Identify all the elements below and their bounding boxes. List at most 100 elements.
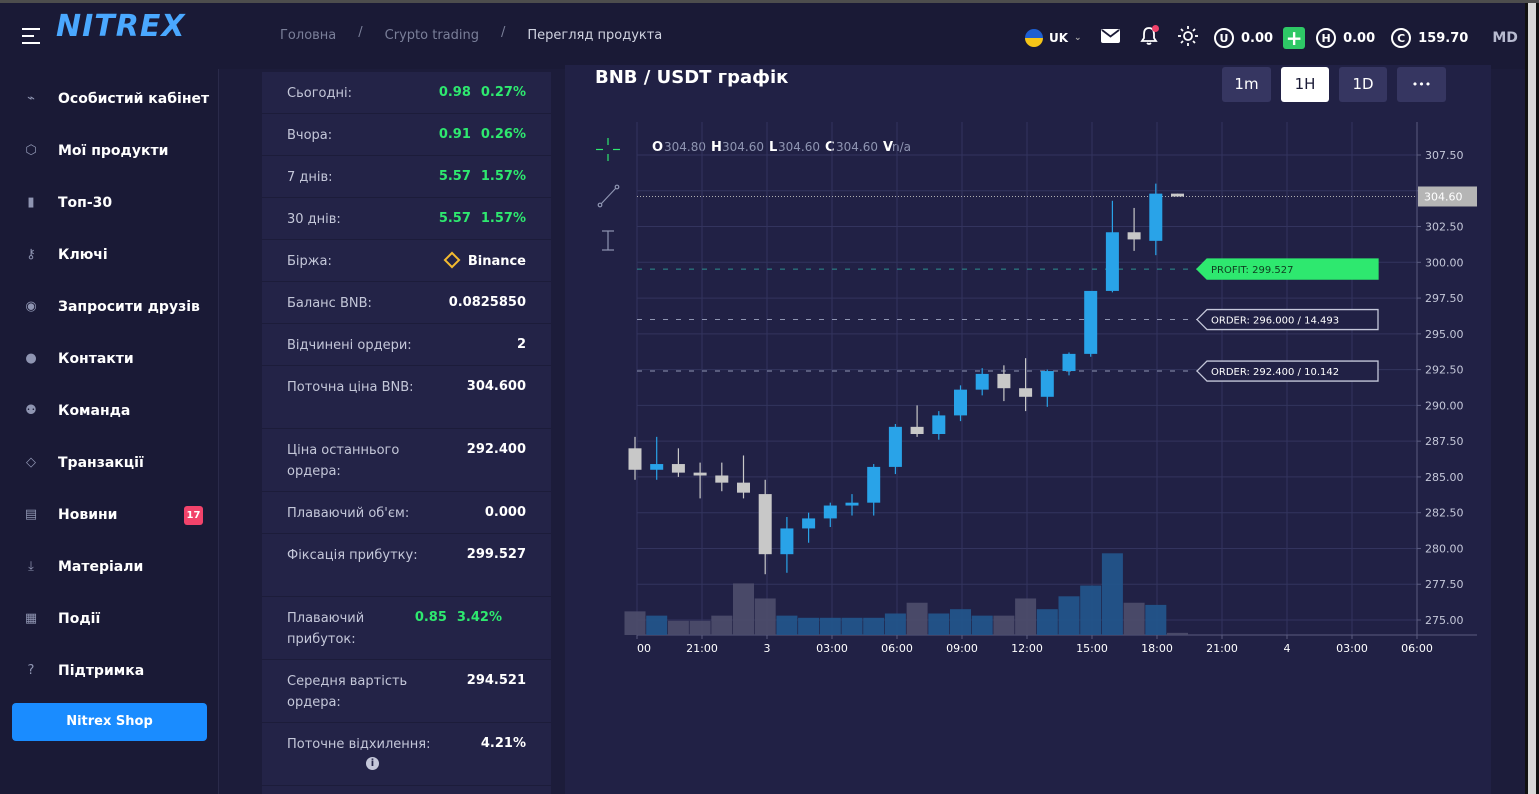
help-icon: ? xyxy=(27,663,35,678)
volume-bar xyxy=(1058,596,1080,635)
sidebar: ⌁ Особистий кабінет ⬡ Мої продукти ▮ Топ-30 ⚷ К… xyxy=(0,69,219,794)
ohlc-key: H xyxy=(711,140,722,155)
sidebar-item-5[interactable]: ● Контакти xyxy=(0,344,219,374)
mail-icon[interactable] xyxy=(1101,29,1121,47)
stat-value-pair: 0.85 3.42% xyxy=(415,610,502,625)
theme-sun-icon[interactable] xyxy=(1178,26,1200,50)
u-balance-value: 0.00 xyxy=(1241,30,1274,46)
window-top-line xyxy=(0,0,1539,3)
stat-value-pct: 1.57% xyxy=(480,211,526,226)
crosshair-tool-icon[interactable] xyxy=(596,138,620,161)
volume-bar xyxy=(646,615,668,635)
candle-body xyxy=(1040,371,1054,397)
y-tick-label: 287.50 xyxy=(1425,435,1464,448)
menu-icon[interactable] xyxy=(22,28,40,44)
stat-label: 30 днів: xyxy=(287,212,341,227)
chevron-down-icon: ⌄ xyxy=(1074,33,1082,43)
stat-row: Фіксація прибутку: 299.527 xyxy=(262,534,551,597)
sidebar-item-7[interactable]: ◇ Транзакції xyxy=(0,448,219,478)
volume-bar xyxy=(884,613,906,635)
breadcrumb-home[interactable]: Головна xyxy=(280,28,337,43)
stat-value-pct: 0.27% xyxy=(480,85,526,100)
nitrex-shop-button[interactable]: Nitrex Shop xyxy=(12,703,207,741)
ohlc-key: C xyxy=(825,140,835,155)
trend-line-tool-icon[interactable] xyxy=(597,184,620,208)
stat-label: Біржа: xyxy=(287,254,332,269)
sidebar-item-9[interactable]: ⤓ Матеріали xyxy=(0,552,219,582)
volume-bar xyxy=(819,617,841,635)
stat-value-pair: 0.98 0.27% xyxy=(439,85,526,100)
x-tick-label: 4 xyxy=(1284,642,1291,655)
order-label-box xyxy=(1196,360,1379,382)
stat-value-abs: 0.91 xyxy=(438,127,471,142)
volume-bar xyxy=(1123,602,1145,635)
user-initials[interactable]: MD xyxy=(1492,30,1518,46)
ukraine-flag-icon xyxy=(1025,29,1043,47)
stat-row: Сьогодні: 0.98 0.27% xyxy=(262,72,551,114)
ohlc-value: n/a xyxy=(892,140,911,154)
bell-icon[interactable] xyxy=(1140,25,1160,50)
y-tick-label: 290.00 xyxy=(1425,399,1464,412)
stat-row: Біржа: Binance xyxy=(262,240,551,282)
sidebar-item-10[interactable]: ▦ Події xyxy=(0,604,219,634)
stat-row: 30 днів: 5.57 1.57% xyxy=(262,198,551,240)
timeframe-1m[interactable]: 1m xyxy=(1222,67,1271,102)
sidebar-item-11[interactable]: ? Підтримка xyxy=(0,656,219,686)
sidebar-item-2[interactable]: ▮ Топ-30 xyxy=(0,188,219,218)
stat-value: 4.21% xyxy=(480,736,526,751)
stat-value: 294.521 xyxy=(466,673,526,688)
measure-tool-icon[interactable] xyxy=(602,230,614,251)
candlestick-chart[interactable]: O 304.80 H 304.60 L 304.60 C 304.60 Vn/a PROFIT:… xyxy=(565,65,1491,794)
page-scrollbar[interactable] xyxy=(1525,3,1539,794)
more-options-button[interactable]: ••• xyxy=(1397,67,1446,102)
volume-bar xyxy=(776,615,798,635)
notification-dot xyxy=(1152,25,1159,32)
sidebar-item-0[interactable]: ⌁ Особистий кабінет xyxy=(0,84,219,114)
volume-bar xyxy=(950,609,971,635)
nitrex-logo[interactable]: NITREX xyxy=(56,9,186,44)
stat-value: 299.527 xyxy=(466,547,526,562)
add-funds-button[interactable]: + xyxy=(1283,26,1306,50)
y-tick-label: 300.00 xyxy=(1425,256,1464,269)
timeframe-1d[interactable]: 1D xyxy=(1339,67,1387,102)
info-icon[interactable]: i xyxy=(366,757,379,770)
sidebar-item-3[interactable]: ⚷ Ключі xyxy=(0,240,219,270)
stat-value-pct: 1.57% xyxy=(480,169,526,184)
candle-body xyxy=(1062,353,1076,372)
stat-value-abs: 5.57 xyxy=(438,211,471,226)
stat-label: Сьогодні: xyxy=(287,86,352,101)
sidebar-item-6[interactable]: ⚉ Команда xyxy=(0,396,219,426)
stat-label: Вчора: xyxy=(287,128,333,143)
download-icon: ⤓ xyxy=(28,559,34,574)
dashboard-icon: ⌁ xyxy=(27,91,35,106)
news-count-badge: 17 xyxy=(184,505,203,525)
volume-bar xyxy=(667,620,689,635)
candle-body xyxy=(1171,193,1184,197)
timeframe-1h[interactable]: 1H xyxy=(1281,67,1329,102)
volume-bar xyxy=(1101,553,1123,635)
stat-row: Вчора: 0.91 0.26% xyxy=(262,114,551,156)
language-selector[interactable]: UK ⌄ xyxy=(1025,29,1083,47)
candle-body xyxy=(910,426,924,434)
sidebar-item-4[interactable]: ◉ Запросити друзів xyxy=(0,292,219,322)
x-tick-label: 03:00 xyxy=(1336,642,1368,655)
sidebar-item-label: Транзакції xyxy=(58,455,144,471)
ohlc-key: O xyxy=(652,140,663,155)
ohlc-value: 304.60 xyxy=(778,140,820,154)
stat-value-pct: 0.26% xyxy=(480,127,526,142)
candle-body xyxy=(1127,232,1141,240)
binance-logo-icon xyxy=(443,251,461,269)
x-tick-label: 15:00 xyxy=(1076,642,1108,655)
invite-icon: ◉ xyxy=(25,299,37,314)
breadcrumb-crypto[interactable]: Crypto trading xyxy=(384,28,479,43)
sidebar-item-label: Команда xyxy=(58,403,131,419)
sidebar-item-1[interactable]: ⬡ Мої продукти xyxy=(0,136,219,166)
volume-bar xyxy=(1015,598,1037,635)
sidebar-item-8[interactable]: ▤ Новини 17 xyxy=(0,500,219,530)
candle-body xyxy=(823,505,837,519)
candle-body xyxy=(997,373,1011,389)
y-tick-label: 292.50 xyxy=(1425,364,1464,377)
y-tick-label: 307.50 xyxy=(1425,149,1464,162)
ohlc-value: 304.60 xyxy=(836,140,878,154)
bar-chart-icon: ▮ xyxy=(27,195,35,210)
